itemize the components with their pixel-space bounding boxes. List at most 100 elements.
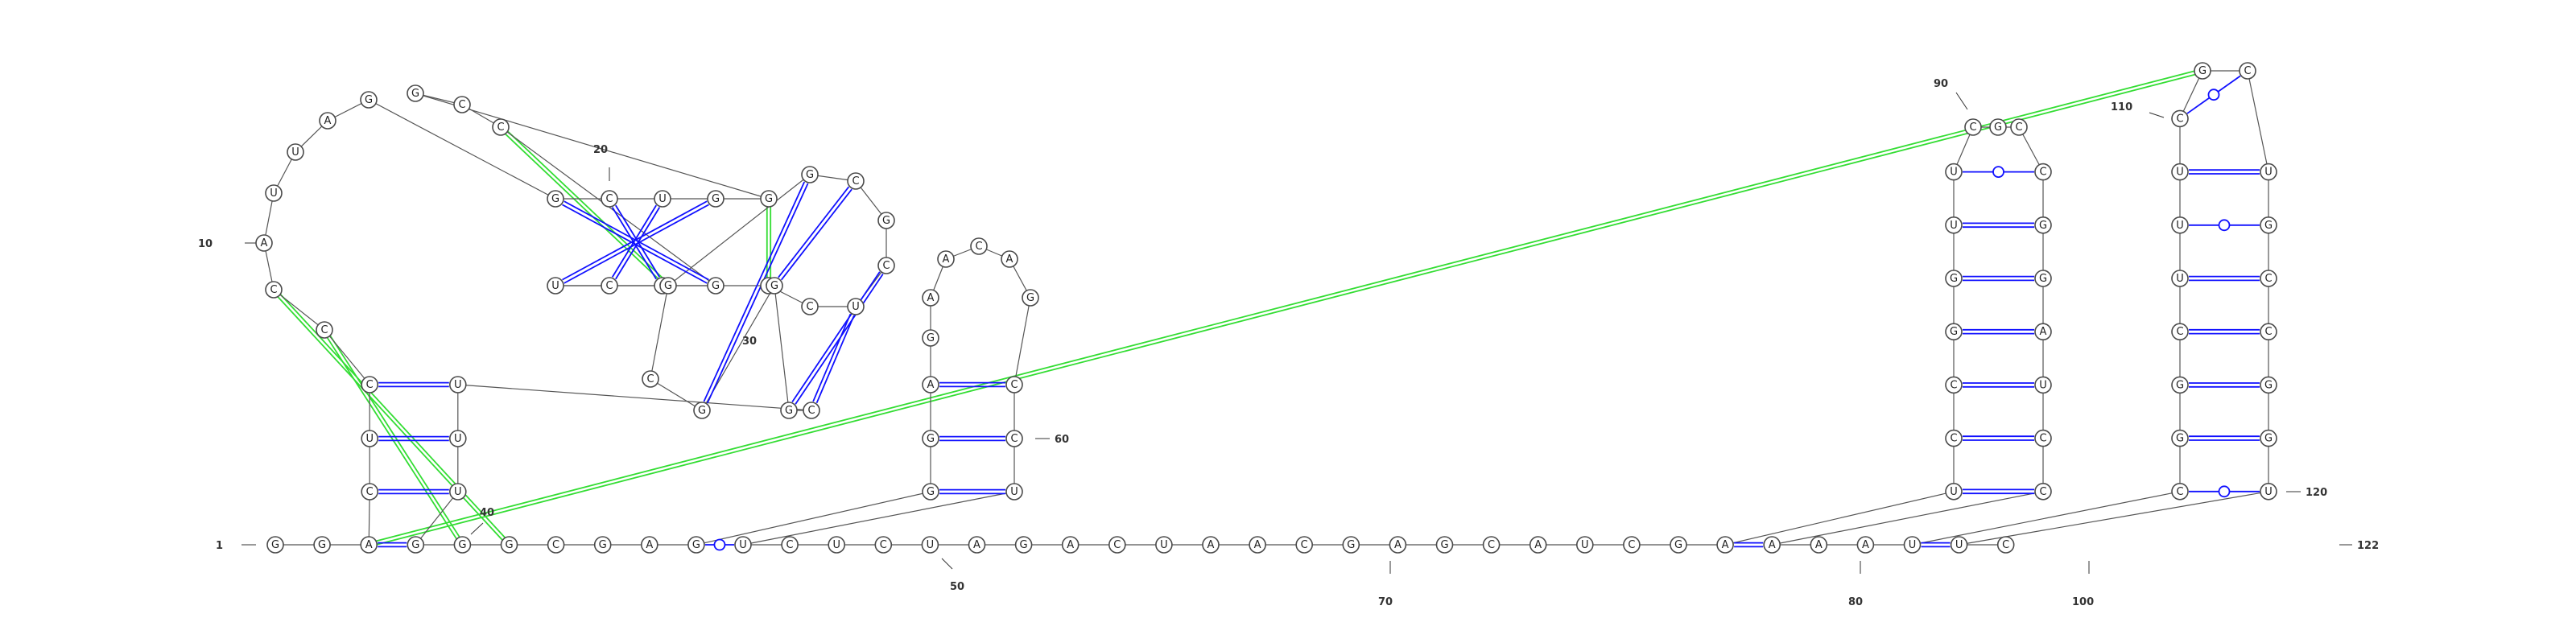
nucleotide-circle: [922, 329, 939, 347]
nucleotide-circle: [2194, 62, 2211, 80]
gu-pair-109-115: [2189, 219, 2260, 232]
base-pair-6-39: [378, 381, 449, 388]
backbone-link: [650, 285, 669, 380]
nucleotide-letter: G: [765, 193, 773, 205]
gu-pair-marker: [1992, 166, 2004, 179]
nucleotide-circle: [781, 536, 799, 554]
nucleotide-circle: [1945, 482, 1963, 501]
nucleotide-circle: [766, 277, 783, 295]
nucleotide-letter: U: [270, 187, 278, 200]
nucleotide-69: C: [1108, 536, 1126, 554]
nucleotide-circle: [448, 376, 467, 393]
nucleotide-circle: [547, 277, 564, 295]
nucleotide-letter: A: [1769, 539, 1776, 551]
nucleotide-27: C: [801, 298, 819, 315]
nucleotide-letter: G: [458, 539, 466, 551]
nucleotide-12: A: [319, 112, 336, 130]
nucleotide-107: C: [2171, 323, 2189, 341]
nucleotide-letter: A: [2040, 326, 2047, 338]
nucleotide-letter: G: [1026, 292, 1034, 304]
position-label-text: 110: [2111, 101, 2132, 113]
base-pair-28-38-line: [812, 313, 852, 402]
tertiary-interaction-3-112: [368, 68, 2203, 548]
nucleotide-letter: U: [1950, 220, 1958, 232]
position-label-80: 80: [1848, 561, 1863, 608]
gu-pair-marker: [2207, 89, 2220, 101]
nucleotide-circle: [2260, 323, 2277, 341]
base-pair-84-98: [1963, 435, 2034, 441]
nucleotide-circle: [937, 250, 955, 268]
backbone-link: [650, 378, 703, 411]
nucleotide-circle: [2260, 482, 2277, 501]
position-tick: [941, 558, 953, 570]
nucleotide-letter: A: [927, 292, 935, 304]
tertiary-interaction-7-43: [322, 328, 465, 546]
nucleotide-letter: G: [271, 539, 279, 551]
nucleotide-97: U: [2034, 376, 2052, 394]
base-pair-29-37: [791, 271, 884, 405]
backbone-link: [324, 329, 370, 385]
nucleotide-19: G: [407, 84, 424, 102]
nucleotide-letter: C: [320, 324, 328, 336]
nucleotide-31: C: [847, 172, 865, 190]
nucleotide-letter: G: [318, 539, 326, 551]
nucleotide-circle: [1989, 118, 2007, 136]
base-pair-31-36-line: [780, 188, 852, 281]
nucleotide-circle: [547, 190, 564, 208]
nucleotide-letter: G: [712, 193, 720, 205]
nucleotide-circle: [361, 483, 379, 501]
nucleotide-circle: [2171, 429, 2189, 447]
base-pair-82-100: [1734, 542, 1764, 548]
nucleotide-circle: [2171, 482, 2189, 501]
nucleotide-letter: G: [2264, 379, 2273, 391]
nucleotide-5: U: [361, 430, 379, 447]
position-label-text: 60: [1055, 434, 1069, 446]
nucleotide-circle: [1529, 536, 1547, 554]
nucleotide-22: G: [707, 277, 724, 295]
nucleotide-8: C: [265, 281, 283, 299]
nucleotide-88: U: [1945, 216, 1963, 234]
nucleotide-circle: [1945, 323, 1963, 341]
nucleotide-106: G: [2171, 376, 2189, 394]
nucleotide-circle: [801, 298, 819, 315]
nucleotide-letter: U: [454, 486, 462, 498]
nucleotide-40: U: [448, 430, 467, 447]
base-pair-15-23-line: [611, 207, 657, 280]
position-label-text: 10: [198, 238, 213, 250]
base-pair-83-99: [1963, 488, 2034, 495]
backbone-link: [415, 491, 459, 546]
base-pair-51-58: [939, 381, 1005, 388]
nucleotide-110: U: [2171, 163, 2189, 181]
nucleotide-letter: C: [2264, 326, 2272, 338]
nucleotide-circle: [1014, 536, 1033, 554]
nucleotide-letter: U: [2264, 167, 2273, 179]
base-pair-110-114: [2189, 169, 2260, 175]
tertiary-interaction-21-33-line: [501, 125, 671, 286]
nucleotide-95: G: [2034, 270, 2052, 287]
nucleotide-80: C: [1623, 536, 1641, 554]
nucleotide-36: G: [766, 277, 783, 295]
nucleotide-108: U: [2171, 270, 2189, 287]
base-pair-87-95: [1963, 275, 2034, 282]
nucleotide-circle: [1945, 376, 1963, 394]
nucleotide-letter: C: [2039, 433, 2046, 445]
nucleotide-83: U: [1945, 482, 1963, 501]
nucleotide-38: C: [803, 402, 820, 419]
base-pairs-layer: [378, 75, 2260, 551]
nucleotide-letter: C: [366, 379, 374, 391]
nucleotide-circle: [316, 321, 333, 339]
nucleotide-1: G: [266, 536, 284, 554]
nucleotide-letter: G: [505, 539, 513, 551]
nucleotide-letter: C: [646, 373, 654, 385]
nucleotide-circle: [2034, 376, 2052, 394]
nucleotide-letter: C: [852, 175, 859, 187]
nucleotide-letter: U: [1950, 167, 1958, 179]
nucleotide-letter: C: [2176, 326, 2183, 338]
nucleotide-circle: [877, 212, 895, 229]
position-label-20: 20: [593, 144, 610, 181]
nucleotide-circle: [1108, 536, 1126, 554]
backbone-link: [2247, 70, 2269, 172]
nucleotide-45: C: [547, 536, 565, 554]
base-pair-31-36: [778, 186, 852, 281]
nucleotide-circle: [970, 237, 988, 255]
